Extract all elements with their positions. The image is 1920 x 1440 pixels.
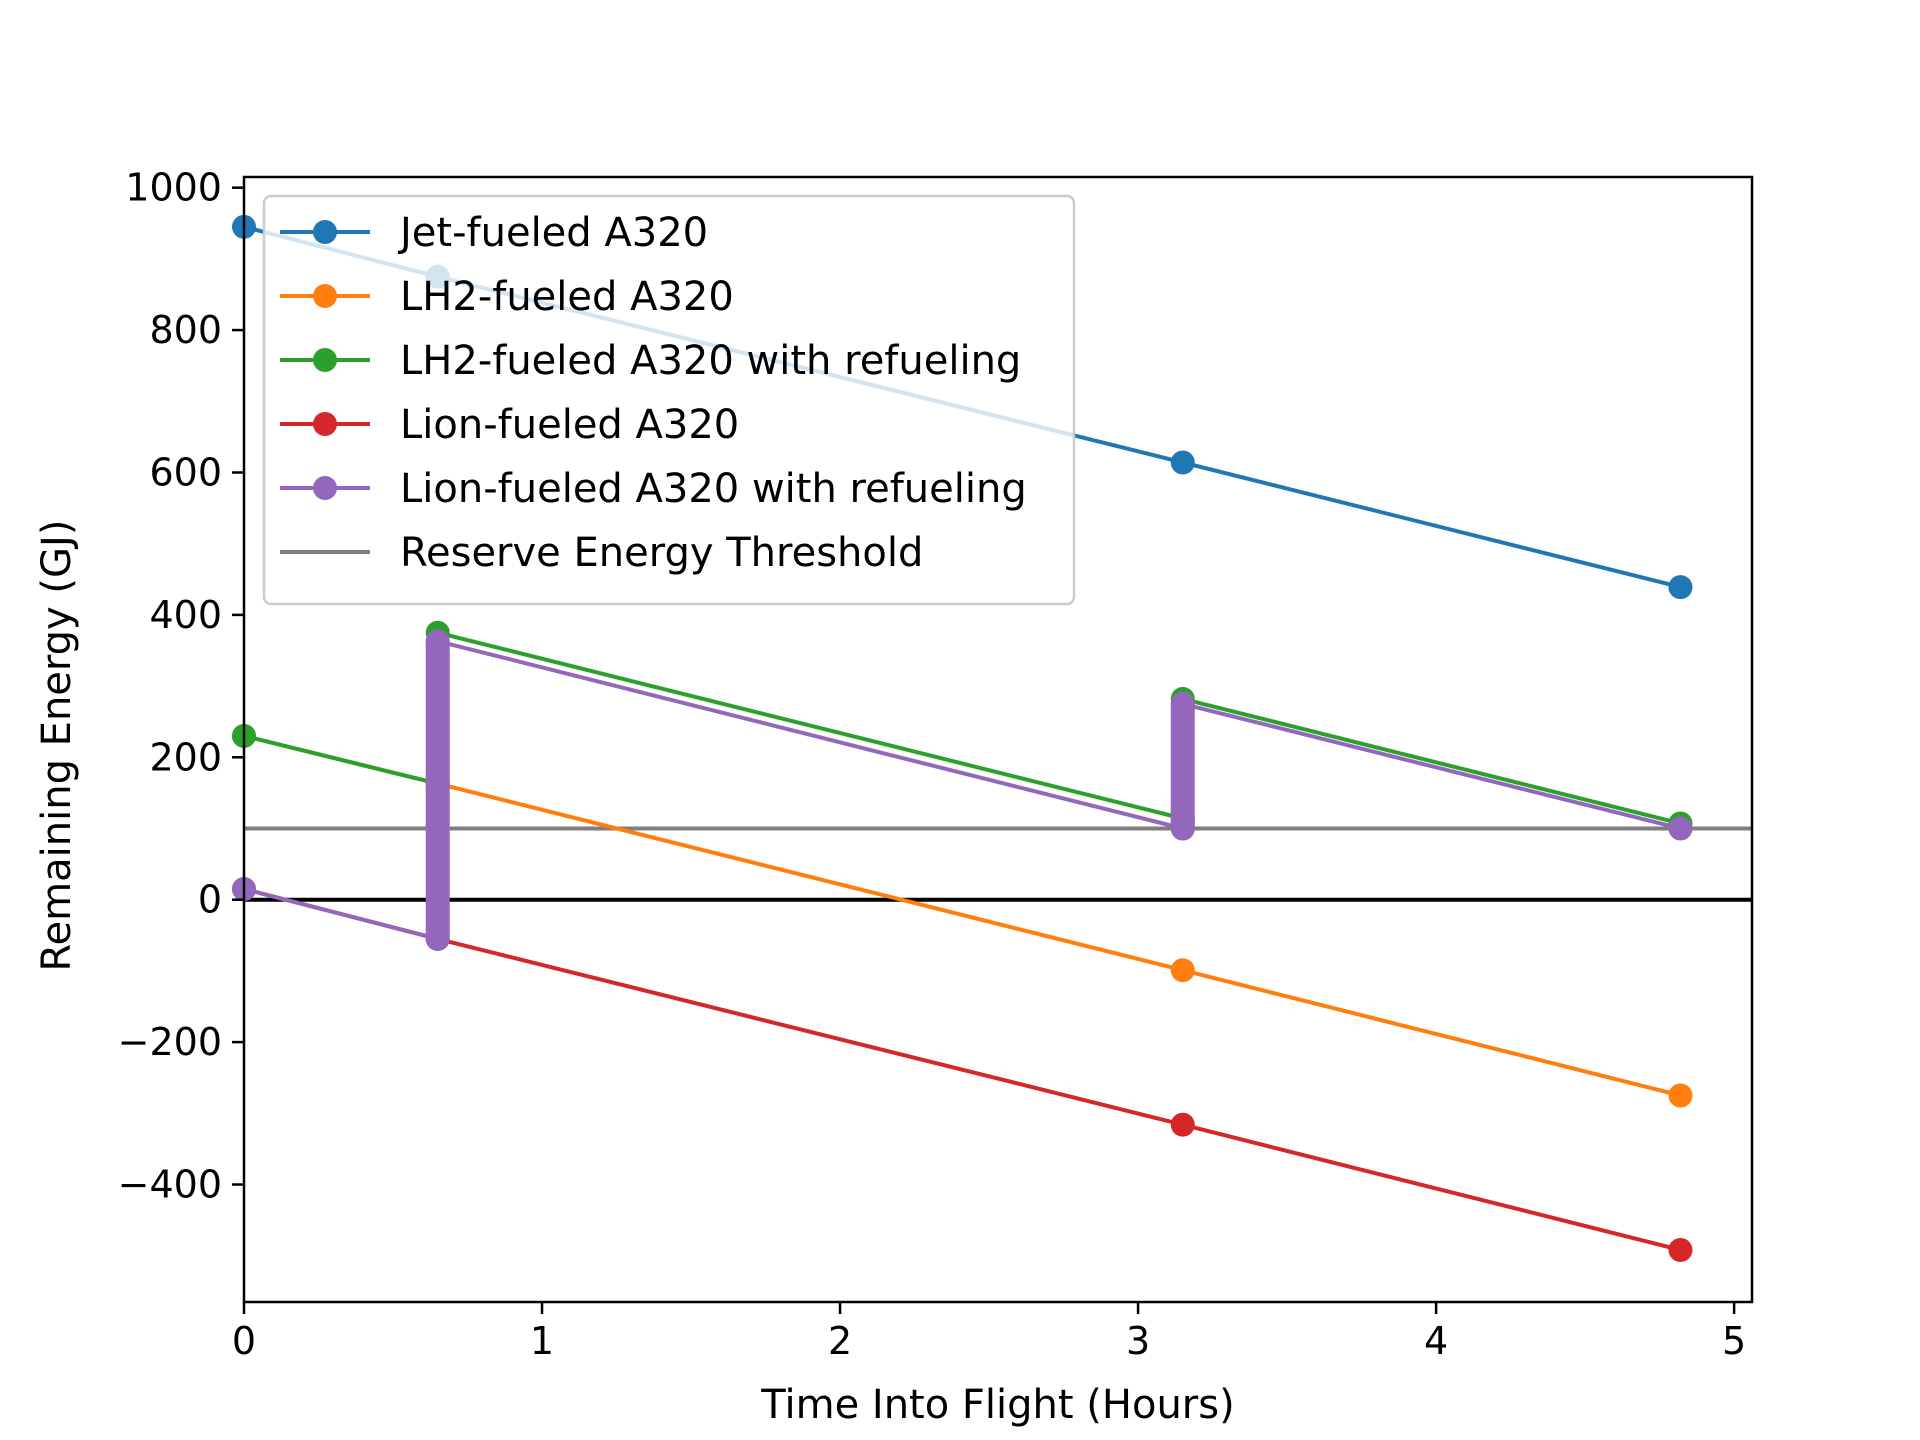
legend-box bbox=[262, 194, 1076, 606]
y-tick-label: 600 bbox=[149, 450, 222, 494]
data-point-4 bbox=[1170, 691, 1195, 716]
data-point-2 bbox=[1170, 1112, 1195, 1137]
data-point-3 bbox=[1170, 816, 1195, 841]
data-point-3 bbox=[1668, 1083, 1693, 1108]
y-tick-label: 800 bbox=[149, 308, 222, 352]
legend-swatch-marker bbox=[313, 348, 337, 372]
legend-label: Lion-fueled A320 with refueling bbox=[400, 466, 1027, 512]
series-line bbox=[243, 630, 1681, 826]
legend-label: LH2-fueled A320 bbox=[400, 274, 734, 320]
legend-label: Jet-fueled A320 bbox=[397, 210, 708, 256]
x-tick-label: 1 bbox=[530, 1319, 554, 1363]
series-2 bbox=[232, 620, 1693, 836]
y-tick-label: 1000 bbox=[125, 166, 222, 210]
legend-swatch-marker bbox=[313, 412, 337, 436]
series-line bbox=[243, 887, 1681, 1252]
x-tick-label: 2 bbox=[828, 1319, 852, 1363]
legend-item-3: Lion-fueled A320 bbox=[280, 402, 739, 448]
data-point-2 bbox=[1170, 958, 1195, 983]
legend-item-4: Lion-fueled A320 with refueling bbox=[280, 466, 1027, 512]
series-4 bbox=[232, 629, 1693, 951]
legend: Jet-fueled A320 LH2-fueled A320 LH2-fueled… bbox=[262, 194, 1076, 606]
x-tick-label: 4 bbox=[1424, 1319, 1448, 1363]
y-tick-label: 400 bbox=[149, 593, 222, 637]
data-point-1 bbox=[425, 926, 450, 951]
x-tick-label: 5 bbox=[1722, 1319, 1746, 1363]
y-tick-label: −200 bbox=[118, 1020, 222, 1064]
series-3 bbox=[232, 877, 1693, 1263]
data-point-3 bbox=[1668, 575, 1693, 600]
legend-swatch-marker bbox=[313, 476, 337, 500]
x-tick-label: 0 bbox=[232, 1319, 256, 1363]
legend-item-0: Jet-fueled A320 bbox=[280, 210, 708, 256]
data-point-2 bbox=[425, 629, 450, 654]
legend-swatch-marker bbox=[313, 220, 337, 244]
x-axis-label: Time Into Flight (Hours) bbox=[760, 1382, 1234, 1428]
series-line bbox=[243, 639, 1681, 941]
y-tick-label: −400 bbox=[118, 1163, 222, 1207]
data-point-2 bbox=[1170, 450, 1195, 475]
axis-ticks: 0 1 2 3 4 5 −400 −200 0 200 400 600 800 1000 bbox=[118, 166, 1747, 1363]
legend-item-1: LH2-fueled A320 bbox=[280, 274, 734, 320]
legend-item-5: Reserve Energy Threshold bbox=[280, 530, 923, 576]
y-axis-label: Remaining Energy (GJ) bbox=[34, 520, 80, 972]
plot-area bbox=[232, 214, 1752, 1263]
legend-label: LH2-fueled A320 with refueling bbox=[400, 338, 1021, 384]
x-tick-label: 3 bbox=[1126, 1319, 1150, 1363]
data-point-3 bbox=[1668, 1238, 1693, 1263]
series-1 bbox=[232, 723, 1693, 1108]
series-line bbox=[243, 733, 1681, 1098]
legend-item-2: LH2-fueled A320 with refueling bbox=[280, 338, 1021, 384]
legend-label: Lion-fueled A320 bbox=[400, 402, 739, 448]
y-tick-label: 0 bbox=[198, 878, 222, 922]
y-tick-label: 200 bbox=[149, 735, 222, 779]
legend-swatch-marker bbox=[313, 284, 337, 308]
plot-frame bbox=[242, 175, 1754, 1304]
data-point-5 bbox=[1668, 816, 1693, 841]
legend-label: Reserve Energy Threshold bbox=[400, 530, 923, 576]
